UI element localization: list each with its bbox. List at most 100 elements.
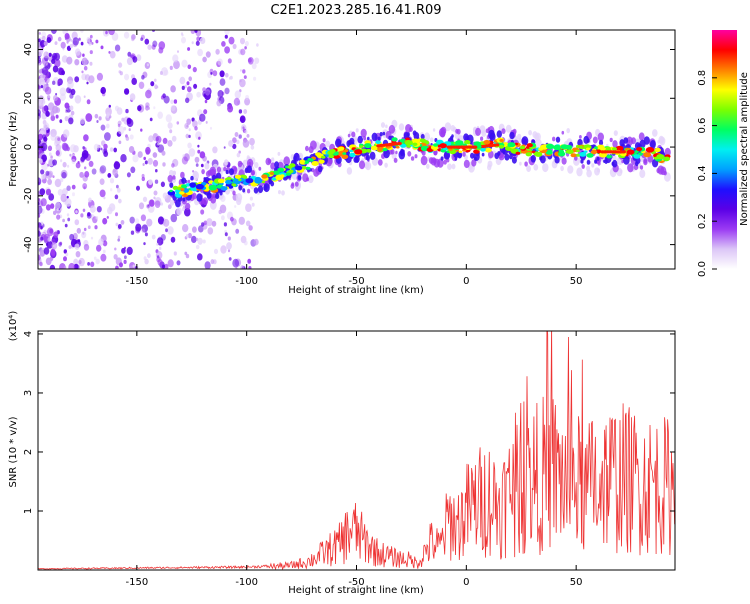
noise-speck	[128, 146, 135, 153]
noise-speck	[206, 218, 213, 227]
noise-speck	[91, 168, 97, 175]
ridge-cell	[560, 165, 564, 172]
noise-speck	[228, 36, 235, 45]
noise-speck	[194, 156, 200, 163]
noise-speck	[130, 230, 135, 235]
ridge-cell	[196, 193, 203, 202]
noise-speck	[173, 251, 177, 256]
noise-speck	[145, 146, 151, 155]
ridge-core-cell	[606, 154, 613, 159]
noise-speck	[217, 58, 223, 66]
noise-speck	[83, 95, 86, 98]
noise-speck	[193, 83, 198, 89]
noise-speck	[45, 62, 48, 66]
noise-speck	[242, 139, 250, 148]
ridge-cell	[242, 188, 246, 193]
noise-speck	[120, 220, 125, 225]
ridge-cell	[586, 169, 592, 178]
noise-speck	[107, 173, 112, 178]
noise-speck	[59, 87, 67, 96]
noise-speck	[115, 212, 118, 217]
noise-speck	[192, 170, 195, 173]
ridge-cell	[471, 159, 477, 167]
noise-speck	[59, 119, 63, 124]
x-tick-label: -150	[125, 577, 148, 588]
ridge-core-cell	[354, 149, 363, 155]
noise-speck	[115, 222, 119, 227]
noise-speck	[142, 163, 145, 166]
noise-speck	[82, 183, 88, 190]
noise-speck	[41, 67, 49, 76]
noise-speck	[74, 59, 80, 66]
noise-speck	[38, 224, 41, 232]
ridge-cell	[639, 169, 646, 178]
noise-speck	[61, 142, 68, 151]
ridge-core-cell	[400, 143, 407, 148]
noise-speck	[140, 214, 146, 222]
noise-speck	[57, 36, 62, 42]
ridge-cell	[167, 175, 173, 183]
noise-speck	[256, 43, 259, 47]
ridge-cell	[592, 136, 598, 144]
noise-speck	[239, 69, 242, 72]
ridge-cell	[497, 151, 501, 156]
noise-speck	[136, 54, 142, 62]
ridge-core-cell	[295, 165, 303, 171]
noise-speck	[38, 139, 41, 145]
noise-speck	[151, 44, 156, 50]
noise-speck	[170, 99, 174, 105]
ridge-core-cell	[570, 153, 577, 158]
ridge-cell	[443, 159, 447, 165]
noise-speck	[51, 30, 57, 34]
noise-speck	[254, 57, 260, 64]
noise-speck	[186, 81, 190, 86]
ridge-core-cell	[473, 149, 480, 154]
noise-speck	[55, 143, 62, 152]
noise-speck	[169, 129, 173, 134]
noise-speck	[187, 86, 192, 93]
ridge-core-cell	[208, 184, 218, 191]
noise-speck	[142, 196, 148, 202]
noise-speck	[135, 223, 142, 232]
ridge-core-cell	[586, 147, 591, 151]
ridge-cell	[253, 187, 259, 194]
ridge-core-cell	[307, 158, 313, 161]
noise-speck	[165, 114, 172, 123]
ridge-peak-cell	[494, 143, 500, 147]
noise-speck	[163, 95, 170, 104]
ridge-core-cell	[645, 147, 655, 153]
ridge-core-cell	[480, 147, 486, 152]
noise-speck	[154, 78, 157, 83]
noise-speck	[74, 95, 82, 104]
ridge-cell	[232, 190, 236, 196]
ridge-core-cell	[605, 146, 611, 151]
ridge-cell	[201, 169, 205, 175]
ridge-cell	[567, 165, 574, 174]
ridge-core-cell	[391, 137, 398, 142]
ridge-core-cell	[586, 153, 594, 158]
ridge-cell	[519, 161, 522, 166]
noise-speck	[38, 88, 41, 92]
noise-speck	[140, 37, 144, 41]
noise-speck	[128, 128, 131, 132]
noise-speck	[131, 34, 136, 40]
noise-speck	[140, 128, 143, 132]
noise-speck	[54, 41, 58, 45]
noise-speck	[38, 198, 41, 202]
ridge-cell	[463, 159, 470, 169]
ridge-core-cell	[515, 151, 521, 155]
colorbar-tick-label: 0.6	[697, 118, 708, 134]
noise-speck	[74, 219, 80, 226]
noise-speck	[134, 218, 140, 224]
noise-speck	[249, 137, 255, 146]
noise-speck	[44, 86, 52, 95]
ridge-cell	[451, 134, 454, 138]
noise-speck	[117, 123, 121, 128]
ridge-cell	[639, 165, 644, 170]
noise-speck	[109, 50, 116, 59]
noise-speck	[167, 226, 174, 235]
noise-speck	[80, 156, 85, 162]
ridge-cell	[580, 159, 584, 164]
ridge-cell	[327, 157, 333, 165]
noise-speck	[88, 160, 94, 167]
